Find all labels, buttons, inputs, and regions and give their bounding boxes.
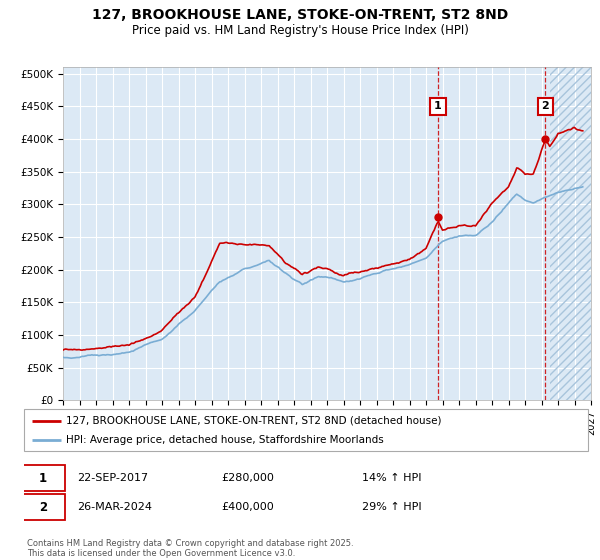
FancyBboxPatch shape <box>21 494 65 520</box>
Text: Price paid vs. HM Land Registry's House Price Index (HPI): Price paid vs. HM Land Registry's House … <box>131 24 469 37</box>
Text: 127, BROOKHOUSE LANE, STOKE-ON-TRENT, ST2 8ND (detached house): 127, BROOKHOUSE LANE, STOKE-ON-TRENT, ST… <box>66 416 442 426</box>
Text: 22-SEP-2017: 22-SEP-2017 <box>77 473 149 483</box>
Text: 1: 1 <box>434 101 442 111</box>
FancyBboxPatch shape <box>24 409 588 451</box>
Text: Contains HM Land Registry data © Crown copyright and database right 2025.
This d: Contains HM Land Registry data © Crown c… <box>27 539 353 558</box>
Text: 29% ↑ HPI: 29% ↑ HPI <box>362 502 422 512</box>
Text: 127, BROOKHOUSE LANE, STOKE-ON-TRENT, ST2 8ND: 127, BROOKHOUSE LANE, STOKE-ON-TRENT, ST… <box>92 8 508 22</box>
Bar <box>550 67 591 400</box>
Bar <box>550 67 591 400</box>
Text: 2: 2 <box>39 501 47 514</box>
Text: 26-MAR-2024: 26-MAR-2024 <box>77 502 152 512</box>
Text: £400,000: £400,000 <box>221 502 274 512</box>
Text: 1: 1 <box>39 472 47 485</box>
Text: HPI: Average price, detached house, Staffordshire Moorlands: HPI: Average price, detached house, Staf… <box>66 435 384 445</box>
FancyBboxPatch shape <box>21 465 65 491</box>
Text: £280,000: £280,000 <box>221 473 274 483</box>
Text: 2: 2 <box>541 101 549 111</box>
Text: 14% ↑ HPI: 14% ↑ HPI <box>362 473 422 483</box>
